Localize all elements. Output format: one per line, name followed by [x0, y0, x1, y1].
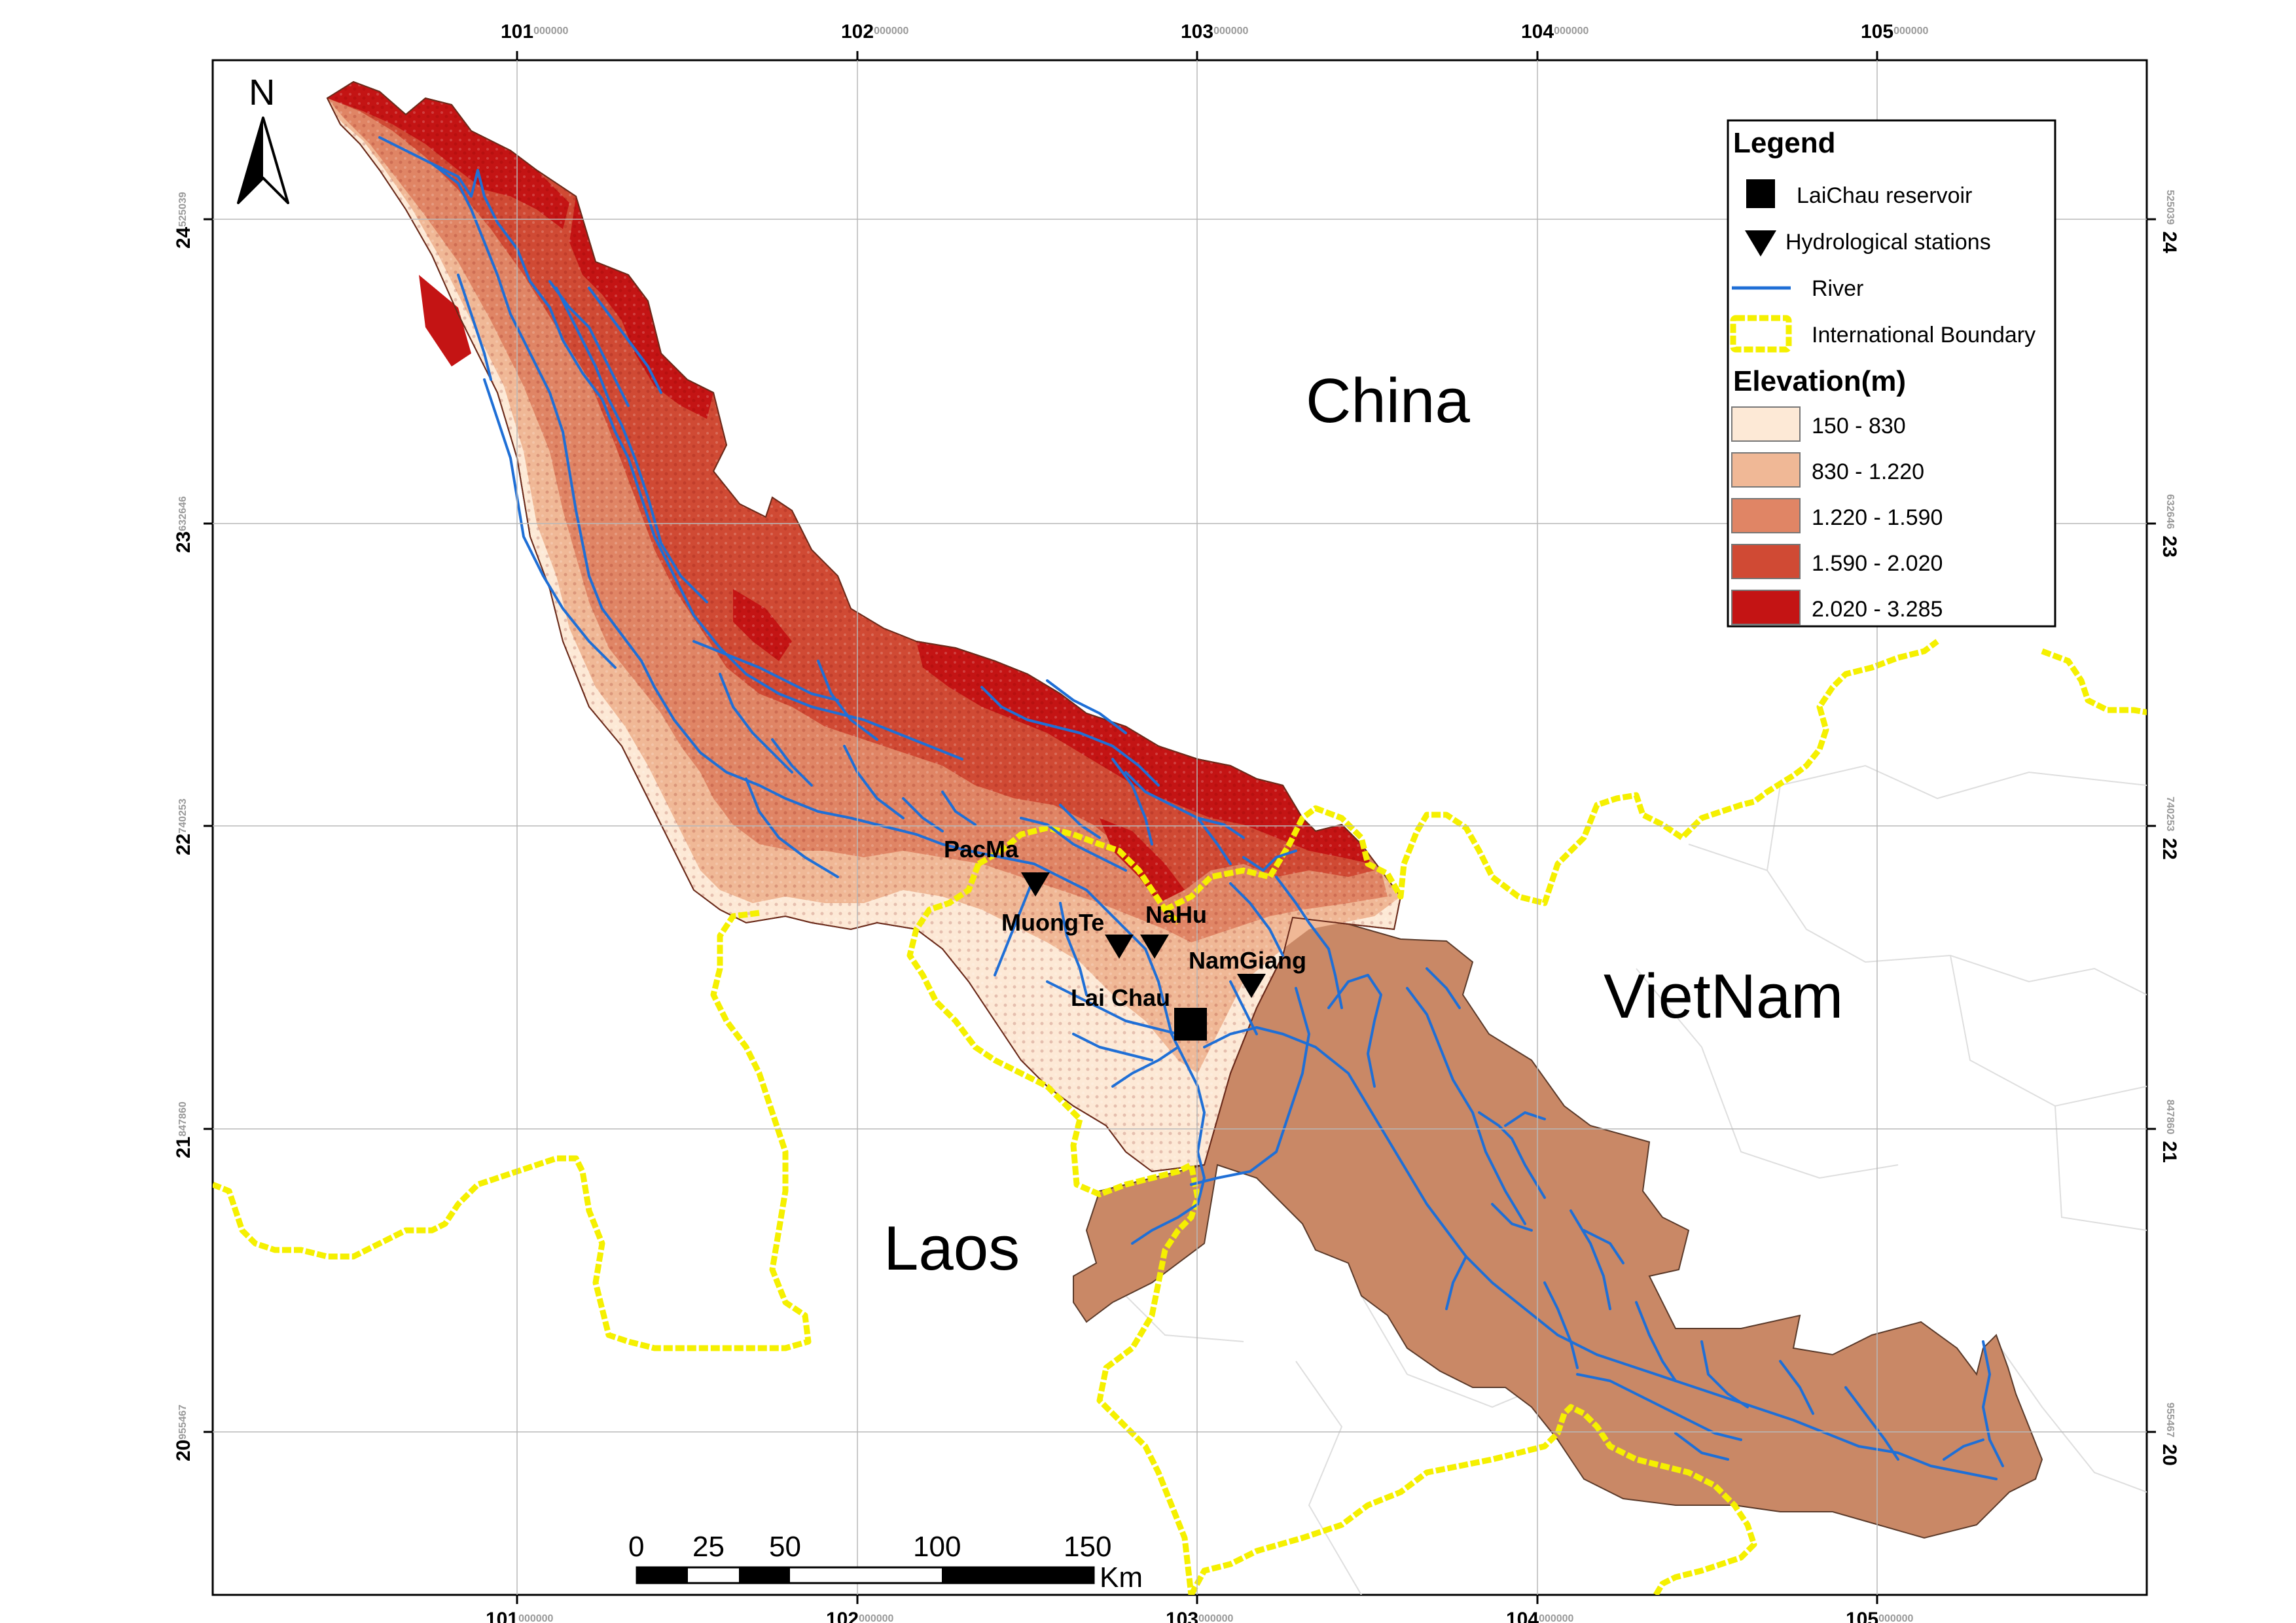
legend-class-1: 830 - 1.220: [1812, 459, 1924, 484]
scale-tick-0: 0: [628, 1531, 644, 1563]
lat-labels-left: 24525039 23632646 22740253 21847860 2095…: [173, 192, 194, 1461]
rivers: [378, 136, 2004, 1480]
legend-title: Legend: [1733, 127, 1835, 159]
station-marker-pacma[interactable]: [1021, 872, 1050, 897]
svg-text:102000000: 102000000: [826, 1609, 894, 1623]
legend-class-2: 1.220 - 1.590: [1812, 505, 1943, 530]
svg-text:105000000: 105000000: [1846, 1609, 1914, 1623]
legend-boundary-label: International Boundary: [1812, 323, 2036, 348]
legend-river-label: River: [1812, 276, 1863, 301]
svg-text:52503924: 52503924: [2159, 190, 2180, 253]
scale-tick-25: 25: [692, 1531, 725, 1563]
svg-text:101000000: 101000000: [501, 21, 569, 43]
legend-reservoir-icon: [1746, 179, 1775, 208]
lon-labels-top: 101000000 102000000 103000000 104000000 …: [501, 21, 1929, 43]
legend-class-3: 1.590 - 2.020: [1812, 551, 1943, 576]
scale-tick-150: 150: [1064, 1531, 1111, 1563]
legend-swatch-4: [1731, 590, 1801, 625]
station-marker-namgiang[interactable]: [1237, 974, 1266, 998]
legend-class-0: 150 - 830: [1812, 414, 1906, 438]
svg-text:105000000: 105000000: [1861, 21, 1929, 43]
station-markers[interactable]: [1021, 872, 1266, 998]
scale-segment-0: [637, 1567, 688, 1583]
legend-station-icon: [1745, 230, 1776, 257]
station-label-laichau: Lai Chau: [1071, 984, 1170, 1011]
legend-swatch-1: [1731, 452, 1801, 488]
scale-tick-100: 100: [913, 1531, 961, 1563]
scale-unit: Km: [1100, 1561, 1143, 1594]
reservoir-marker-laichau[interactable]: [1174, 1008, 1207, 1041]
legend-elevation-title: Elevation(m): [1733, 365, 1906, 397]
north-label: N: [249, 71, 275, 113]
svg-text:23632646: 23632646: [173, 496, 194, 553]
scale-segment-2: [739, 1567, 790, 1583]
lon-labels-bottom: 101000000 102000000 103000000 104000000 …: [486, 1609, 1914, 1623]
legend: Legend LaiChau reservoir Hydrological st…: [1727, 119, 2056, 628]
svg-text:95546720: 95546720: [2159, 1402, 2180, 1466]
station-label-pacma: PacMa: [944, 836, 1019, 863]
station-marker-nahu[interactable]: [1140, 935, 1169, 959]
legend-station-label: Hydrological stations: [1785, 230, 1991, 255]
scale-bar: 0 25 50 100 150 Km: [628, 1531, 1143, 1594]
station-label-nahu: NaHu: [1145, 901, 1207, 928]
basin-lowland-vietnam: [1073, 916, 2043, 1539]
country-label-china: China: [1306, 366, 1470, 436]
legend-reservoir-label: LaiChau reservoir: [1797, 183, 1972, 208]
svg-text:20955467: 20955467: [173, 1404, 194, 1461]
svg-text:103000000: 103000000: [1181, 21, 1249, 43]
svg-text:74025322: 74025322: [2159, 796, 2180, 860]
svg-text:21847860: 21847860: [173, 1101, 194, 1158]
svg-text:63264623: 63264623: [2159, 494, 2180, 558]
station-label-namgiang: NamGiang: [1189, 947, 1306, 974]
svg-text:101000000: 101000000: [486, 1609, 554, 1623]
scale-tick-50: 50: [769, 1531, 801, 1563]
svg-text:102000000: 102000000: [841, 21, 909, 43]
legend-boundary-icon: [1730, 315, 1792, 353]
station-marker-muongte[interactable]: [1105, 935, 1134, 959]
svg-text:103000000: 103000000: [1166, 1609, 1234, 1623]
svg-text:24525039: 24525039: [173, 192, 194, 249]
legend-swatch-3: [1731, 544, 1801, 579]
country-label-laos: Laos: [884, 1213, 1020, 1283]
svg-text:104000000: 104000000: [1506, 1609, 1574, 1623]
international-boundaries: [213, 639, 2147, 1595]
country-label-vietnam: VietNam: [1604, 961, 1843, 1031]
frame-ticks: [204, 51, 2156, 1604]
lat-labels-right: 52503924 63264623 74025322 84786021 9554…: [2159, 190, 2180, 1466]
legend-swatch-0: [1731, 406, 1801, 442]
north-arrow: N: [237, 71, 289, 204]
svg-text:22740253: 22740253: [173, 798, 194, 855]
svg-text:84786021: 84786021: [2159, 1099, 2180, 1163]
legend-swatch-2: [1731, 498, 1801, 533]
legend-class-4: 2.020 - 3.285: [1812, 597, 1943, 622]
station-label-muongte: MuongTe: [1001, 909, 1104, 936]
legend-box: [1727, 119, 2056, 628]
svg-text:104000000: 104000000: [1521, 21, 1589, 43]
scale-segment-4: [942, 1567, 1094, 1583]
